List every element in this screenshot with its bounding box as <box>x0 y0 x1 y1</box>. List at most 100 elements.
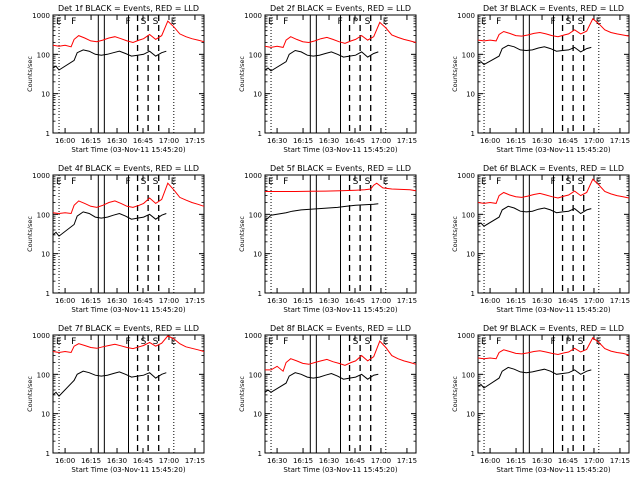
x-axis-label: Start Time (03-Nov-11 15:45:20) <box>71 146 185 154</box>
event-marker-label: S <box>353 177 359 187</box>
events-series-line <box>52 211 167 237</box>
x-axis-label: Start Time (03-Nov-11 15:45:20) <box>496 466 610 474</box>
y-tick-label: 10 <box>466 411 475 419</box>
x-tick-label: 17:00 <box>584 457 604 465</box>
y-tick-label: 10 <box>41 91 50 99</box>
event-marker-label: S <box>566 177 572 187</box>
x-tick-label: 16:30 <box>532 457 552 465</box>
y-tick-label: 1 <box>46 450 50 458</box>
x-tick-label: 16:30 <box>107 137 127 145</box>
x-tick-label: 16:00 <box>55 297 75 305</box>
y-axis-label: Counts/sec <box>238 216 246 252</box>
x-tick-label: 16:30 <box>267 137 287 145</box>
x-axis-label: Start Time (03-Nov-11 15:45:20) <box>71 466 185 474</box>
x-tick-label: 16:00 <box>480 457 500 465</box>
event-marker-label: E <box>56 337 62 347</box>
events-series-line <box>477 44 592 66</box>
y-tick-label: 1 <box>258 450 262 458</box>
x-tick-label: 16:30 <box>319 297 339 305</box>
x-tick-label: 17:15 <box>610 297 630 305</box>
event-marker-label: F <box>496 337 501 347</box>
y-tick-label: 1000 <box>32 172 50 180</box>
y-tick-label: 100 <box>462 51 475 59</box>
event-marker-label: F <box>550 337 555 347</box>
event-marker-label: S <box>153 17 159 27</box>
x-tick-label: 16:30 <box>319 457 339 465</box>
y-tick-label: 1000 <box>457 332 475 340</box>
y-tick-label: 100 <box>37 51 50 59</box>
x-axis-label: Start Time (03-Nov-11 15:45:20) <box>71 306 185 314</box>
chart-panel-6: Det 6f BLACK = Events, RED = LLD 1 10 100 10… <box>451 164 630 314</box>
chart-panel-9: Det 9f BLACK = Events, RED = LLD 1 10 100 10… <box>451 324 630 474</box>
events-series-line <box>264 49 379 72</box>
event-marker-label: S <box>365 177 371 187</box>
event-marker-label: F <box>283 177 288 187</box>
x-axis-label: Start Time (03-Nov-11 15:45:20) <box>496 146 610 154</box>
x-tick-label: 16:45 <box>345 137 365 145</box>
event-marker-label: F <box>125 17 130 27</box>
event-marker-label: F <box>283 337 288 347</box>
event-marker-label: S <box>566 17 572 27</box>
events-series-line <box>52 49 167 71</box>
x-tick-label: 16:00 <box>480 137 500 145</box>
lld-series-line <box>477 178 630 204</box>
event-marker-label: F <box>550 17 555 27</box>
y-tick-label: 1000 <box>244 332 262 340</box>
x-tick-label: 16:45 <box>345 297 365 305</box>
x-tick-label: 16:45 <box>133 457 153 465</box>
event-marker-label: E <box>383 17 389 27</box>
y-axis-label: Counts/sec <box>26 56 34 92</box>
y-tick-label: 10 <box>466 91 475 99</box>
x-tick-label: 16:15 <box>81 297 101 305</box>
x-tick-label: 17:15 <box>185 297 205 305</box>
chart-panel-3: Det 3f BLACK = Events, RED = LLD 1 10 100 10… <box>451 4 630 154</box>
event-marker-label: E <box>171 337 177 347</box>
event-marker-label: E <box>268 17 274 27</box>
x-tick-label: 16:30 <box>532 137 552 145</box>
y-axis-label: Counts/sec <box>451 56 459 92</box>
x-tick-label: 17:00 <box>159 297 179 305</box>
y-tick-label: 10 <box>253 91 262 99</box>
x-tick-label: 16:45 <box>133 297 153 305</box>
x-tick-label: 16:30 <box>319 137 339 145</box>
lld-series-line <box>477 337 630 360</box>
x-tick-label: 16:45 <box>558 297 578 305</box>
x-tick-label: 16:30 <box>267 297 287 305</box>
x-tick-label: 16:15 <box>293 297 313 305</box>
event-marker-label: P <box>566 337 572 347</box>
y-tick-label: 100 <box>462 371 475 379</box>
chart-panel-1: Det 1f BLACK = Events, RED = LLD 1 10 100 10… <box>26 4 205 154</box>
y-axis-label: Counts/sec <box>451 376 459 412</box>
event-marker-label: S <box>153 337 159 347</box>
chart-title: Det 2f BLACK = Events, RED = LLD <box>270 4 411 13</box>
event-marker-label: S <box>578 17 584 27</box>
chart-panel-2: Det 2f BLACK = Events, RED = LLD 1 10 100 10… <box>238 4 417 154</box>
y-tick-label: 1000 <box>32 12 50 20</box>
event-marker-label: E <box>268 177 274 187</box>
y-tick-label: 1 <box>471 130 475 138</box>
x-tick-label: 17:00 <box>371 457 391 465</box>
event-marker-label: F <box>71 17 76 27</box>
event-marker-label: E <box>383 337 389 347</box>
event-marker-label: S <box>141 337 147 347</box>
lld-series-line <box>52 182 205 215</box>
x-tick-label: 17:15 <box>185 137 205 145</box>
x-tick-label: 16:15 <box>81 137 101 145</box>
y-tick-label: 1 <box>258 130 262 138</box>
event-marker-label: E <box>481 17 487 27</box>
x-tick-label: 16:30 <box>107 457 127 465</box>
event-marker-label: S <box>365 17 371 27</box>
event-marker-label: F <box>496 177 501 187</box>
y-tick-label: 1000 <box>457 12 475 20</box>
x-tick-label: 16:45 <box>133 137 153 145</box>
x-tick-label: 16:15 <box>81 457 101 465</box>
y-tick-label: 100 <box>37 211 50 219</box>
lld-series-line <box>477 18 630 42</box>
event-marker-label: F <box>71 177 76 187</box>
event-marker-label: E <box>596 177 602 187</box>
chart-panel-8: Det 8f BLACK = Events, RED = LLD 1 10 100 10… <box>238 324 417 474</box>
event-marker-label: E <box>481 177 487 187</box>
chart-panel-5: Det 5f BLACK = Events, RED = LLD 1 10 100 10… <box>238 164 417 314</box>
chart-panel-7: Det 7f BLACK = Events, RED = LLD 1 10 100 10… <box>26 324 205 474</box>
